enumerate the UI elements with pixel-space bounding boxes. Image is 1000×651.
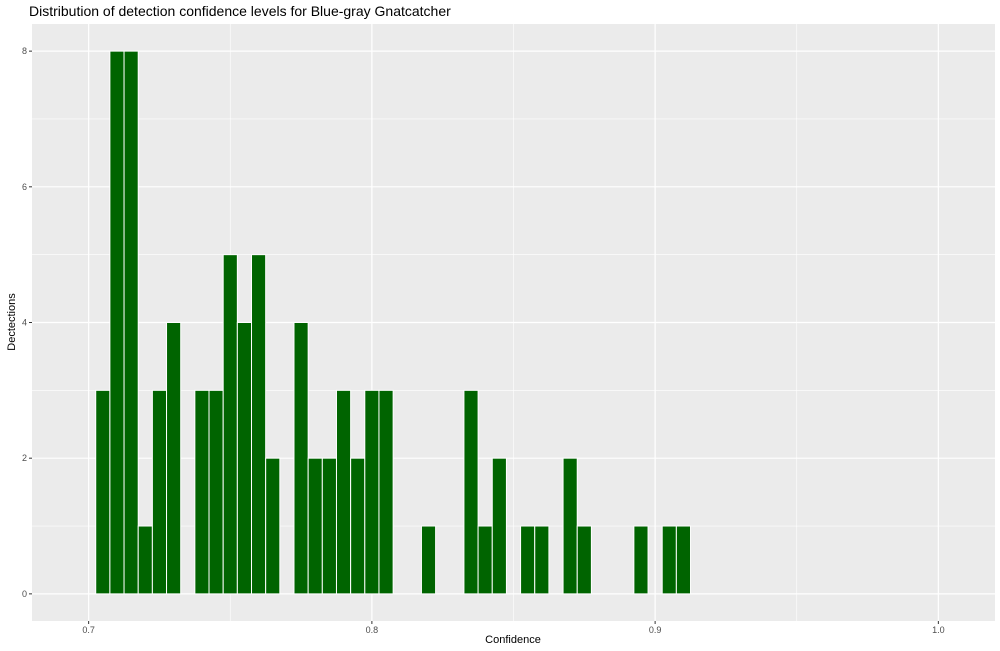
chart-title: Distribution of detection confidence lev… (29, 3, 451, 19)
y-tick-label: 8 (22, 46, 27, 56)
histogram-bar (265, 457, 281, 595)
x-axis-title: Confidence (485, 634, 541, 646)
histogram-bar (675, 525, 692, 595)
x-tick-label: 0.8 (366, 625, 379, 635)
y-tick-label: 4 (22, 318, 27, 328)
histogram-bar (520, 525, 536, 595)
histogram-bar (166, 322, 182, 595)
histogram-bar (321, 457, 337, 595)
histogram-bar (562, 457, 578, 595)
y-axis-title: Dectections (6, 293, 18, 351)
histogram-bar (194, 389, 210, 595)
x-axis: 0.7 0.8 0.9 1.0 (82, 621, 945, 635)
histogram-bar (293, 322, 309, 595)
x-tick-label: 0.7 (82, 625, 95, 635)
y-axis: 0 2 4 6 8 (22, 46, 32, 599)
major-gridlines (32, 24, 995, 621)
histogram-bar (463, 389, 479, 595)
histogram-bar (123, 50, 139, 595)
histogram-bar (491, 457, 507, 595)
histogram-bar (364, 389, 380, 595)
histogram-bar (236, 322, 253, 595)
histogram-bar (307, 457, 323, 595)
histogram-bar (350, 457, 366, 595)
y-tick-label: 0 (22, 589, 27, 599)
x-tick-label: 1.0 (932, 625, 945, 635)
histogram-bar (95, 389, 111, 595)
histogram-bar (251, 254, 267, 595)
y-tick-label: 6 (22, 182, 27, 192)
histogram-bar (378, 389, 394, 595)
histogram-bar (534, 525, 550, 595)
histogram-bar (335, 389, 352, 595)
histogram-bar (109, 50, 125, 595)
histogram-bar (420, 525, 437, 595)
histogram-bar (137, 525, 153, 595)
histogram-bar (661, 525, 677, 595)
x-tick-label: 0.9 (649, 625, 662, 635)
histogram-bar (576, 525, 592, 595)
histogram-bar (477, 525, 493, 595)
histogram-bars (95, 50, 692, 595)
histogram-bar (222, 254, 238, 595)
histogram-bar (208, 389, 224, 595)
histogram-bar (633, 525, 649, 595)
histogram-bar (151, 389, 168, 595)
y-tick-label: 2 (22, 453, 27, 463)
